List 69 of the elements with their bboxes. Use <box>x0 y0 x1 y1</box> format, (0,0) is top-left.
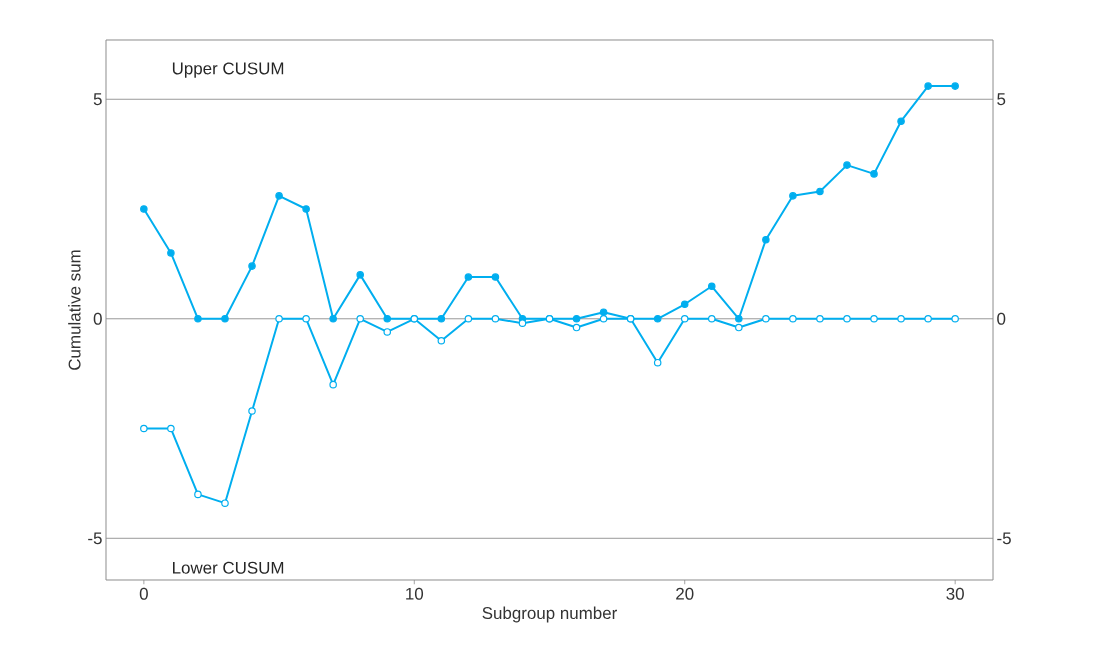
point <box>924 82 932 90</box>
x-tick-label: 10 <box>406 587 424 600</box>
point <box>789 192 797 200</box>
point <box>491 273 500 281</box>
point <box>221 314 229 323</box>
point <box>735 314 743 323</box>
point <box>897 314 905 323</box>
point <box>329 380 337 389</box>
point <box>707 314 716 323</box>
x-axis-title: Subgroup number <box>482 606 617 623</box>
point <box>302 205 310 213</box>
y2-tick-label: -5 <box>997 532 1011 545</box>
point <box>248 262 256 270</box>
point <box>599 308 608 316</box>
point <box>356 314 364 323</box>
point <box>762 235 770 244</box>
point <box>653 314 662 323</box>
point <box>707 282 716 291</box>
point <box>491 314 500 323</box>
point <box>816 187 824 196</box>
point <box>248 407 256 415</box>
point <box>383 314 392 323</box>
point <box>816 314 824 323</box>
point <box>870 170 878 178</box>
point <box>275 314 283 323</box>
y2-tick-label: 0 <box>997 312 1006 325</box>
point <box>951 314 959 323</box>
point <box>951 82 959 90</box>
point <box>599 314 608 323</box>
point <box>437 314 446 323</box>
point <box>870 314 878 323</box>
point <box>464 314 473 323</box>
x-tick-label: 20 <box>676 587 694 600</box>
point <box>680 314 689 323</box>
point <box>302 314 310 323</box>
y-axis-title: Cumulative sum <box>68 250 81 370</box>
y-tick-label: 0 <box>93 312 102 325</box>
x-tick-label: 30 <box>946 587 964 600</box>
point <box>735 323 743 332</box>
x-tick-label: 0 <box>139 587 148 600</box>
point <box>572 314 581 323</box>
point <box>194 314 202 323</box>
point <box>437 336 446 345</box>
point <box>680 300 689 309</box>
point <box>221 499 229 507</box>
point <box>762 314 770 323</box>
point <box>924 314 932 323</box>
point <box>140 205 148 213</box>
point <box>275 192 283 200</box>
point <box>167 249 175 257</box>
point <box>194 490 202 499</box>
point <box>383 328 392 336</box>
point <box>653 358 662 367</box>
annotation: Upper CUSUM <box>172 62 284 78</box>
y-tick-label: 5 <box>93 93 102 106</box>
point <box>464 273 473 281</box>
point <box>897 117 905 125</box>
point <box>518 319 527 327</box>
point <box>329 314 337 323</box>
point <box>572 323 581 332</box>
point <box>789 314 797 323</box>
y2-tick-label: 5 <box>997 93 1006 106</box>
point <box>843 314 851 323</box>
y-tick-label: -5 <box>88 532 102 545</box>
annotation: Lower CUSUM <box>173 561 284 574</box>
point <box>167 424 175 433</box>
point <box>843 161 851 169</box>
point <box>356 271 364 279</box>
point <box>140 424 148 433</box>
